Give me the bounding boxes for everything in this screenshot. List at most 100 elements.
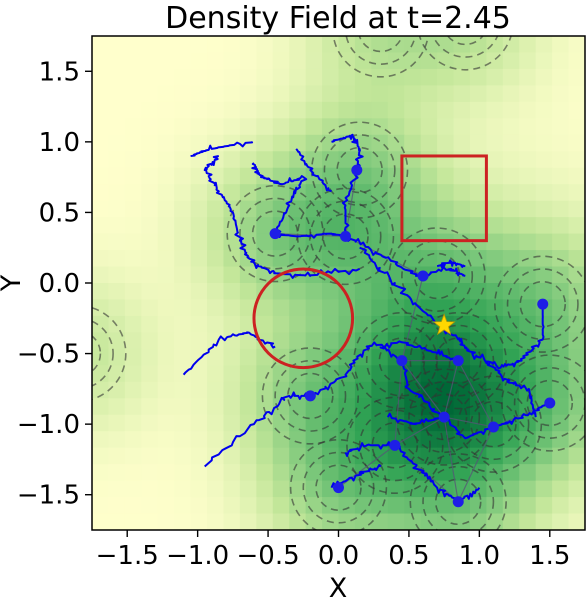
- heatmap-cell: [322, 151, 340, 169]
- heatmap-cell: [404, 200, 422, 218]
- heatmap-cell: [535, 431, 553, 449]
- density-contour: [371, 422, 419, 469]
- heatmap-cell: [92, 217, 110, 235]
- y-tick-label: −1.0: [17, 410, 80, 440]
- heatmap-cell: [305, 118, 323, 136]
- agent-point: [452, 496, 464, 508]
- heatmap-cell: [239, 497, 257, 515]
- heatmap-cell: [272, 250, 290, 268]
- heatmap-cell: [174, 217, 192, 235]
- heatmap-cell: [223, 85, 241, 103]
- heatmap-cell: [289, 513, 307, 530]
- heatmap-cell: [256, 250, 274, 268]
- heatmap-cell: [174, 332, 192, 350]
- heatmap-cell: [157, 365, 175, 383]
- heatmap-cell: [223, 134, 241, 152]
- heatmap-cell: [256, 513, 274, 530]
- agent-point: [351, 164, 363, 176]
- heatmap-cell: [272, 118, 290, 136]
- heatmap-cell: [535, 36, 553, 54]
- heatmap-cell: [124, 134, 142, 152]
- heatmap-cell: [535, 184, 553, 202]
- heatmap-cell: [453, 184, 471, 202]
- heatmap-cell: [256, 151, 274, 169]
- heatmap-cell: [322, 68, 340, 86]
- heatmap-cell: [174, 151, 192, 169]
- heatmap-cell: [289, 497, 307, 515]
- heatmap-cell: [207, 118, 225, 136]
- agent-link: [401, 360, 445, 418]
- heatmap-cell: [190, 134, 208, 152]
- heatmap-cell: [453, 118, 471, 136]
- heatmap-cell: [535, 332, 553, 350]
- heatmap-cell: [502, 68, 520, 86]
- heatmap-cell: [157, 68, 175, 86]
- heatmap-cell: [272, 447, 290, 465]
- heatmap-cell: [338, 167, 356, 185]
- heatmap-cell: [289, 217, 307, 235]
- heatmap-cell: [469, 134, 487, 152]
- heatmap-cell: [289, 101, 307, 119]
- heatmap-cell: [256, 68, 274, 86]
- heatmap-cell: [568, 431, 585, 449]
- heatmap-cell: [272, 151, 290, 169]
- heatmap-cell: [239, 348, 257, 366]
- heatmap-cell: [141, 85, 159, 103]
- heatmap-cell: [371, 52, 389, 70]
- density-contour: [261, 347, 360, 445]
- heatmap-cell: [519, 200, 537, 218]
- heatmap-cell: [552, 217, 570, 235]
- heatmap-cell: [223, 414, 241, 432]
- heatmap-cell: [404, 118, 422, 136]
- heatmap-cell: [568, 68, 585, 86]
- heatmap-cell: [469, 52, 487, 70]
- heatmap-cell: [469, 497, 487, 515]
- heatmap-cell: [92, 167, 110, 185]
- heatmap-cell: [453, 68, 471, 86]
- heatmap-cell: [223, 118, 241, 136]
- heatmap-cell: [469, 184, 487, 202]
- heatmap-cell: [239, 464, 257, 482]
- heatmap-cell: [239, 447, 257, 465]
- agent-trajectory: [436, 259, 466, 269]
- heatmap-cell: [272, 101, 290, 119]
- heatmap-cell: [322, 365, 340, 383]
- agent-point: [537, 298, 549, 310]
- heatmap-cell: [469, 250, 487, 268]
- heatmap-cell: [420, 283, 438, 301]
- heatmap-cell: [568, 381, 585, 399]
- heatmap-cell: [502, 513, 520, 530]
- heatmap-cell: [568, 151, 585, 169]
- heatmap-cell: [141, 200, 159, 218]
- agent-link: [443, 360, 459, 418]
- heatmap-cell: [552, 151, 570, 169]
- heatmap-cell: [420, 299, 438, 317]
- heatmap-cell: [174, 283, 192, 301]
- heatmap-cell: [207, 398, 225, 416]
- agent-point: [417, 270, 429, 282]
- heatmap-cell: [207, 200, 225, 218]
- heatmap-cell: [108, 36, 126, 54]
- heatmap-cell: [420, 184, 438, 202]
- heatmap-cell: [420, 118, 438, 136]
- heatmap-cell: [108, 283, 126, 301]
- heatmap-cell: [108, 365, 126, 383]
- heatmap-cell: [141, 36, 159, 54]
- heatmap-cell: [190, 36, 208, 54]
- heatmap-cell: [157, 381, 175, 399]
- heatmap-cell: [92, 151, 110, 169]
- heatmap-cell: [157, 200, 175, 218]
- heatmap-cell: [157, 414, 175, 432]
- heatmap-cell: [568, 266, 585, 284]
- heatmap-cell: [354, 414, 372, 432]
- heatmap-cell: [502, 101, 520, 119]
- heatmap-cell: [552, 68, 570, 86]
- heatmap-cell: [338, 381, 356, 399]
- heatmap-cell: [207, 513, 225, 530]
- heatmap-cell: [469, 431, 487, 449]
- heatmap-cell: [486, 283, 504, 301]
- heatmap-cell: [289, 299, 307, 317]
- heatmap-cell: [486, 332, 504, 350]
- heatmap-cell: [92, 513, 110, 530]
- heatmap-cell: [552, 52, 570, 70]
